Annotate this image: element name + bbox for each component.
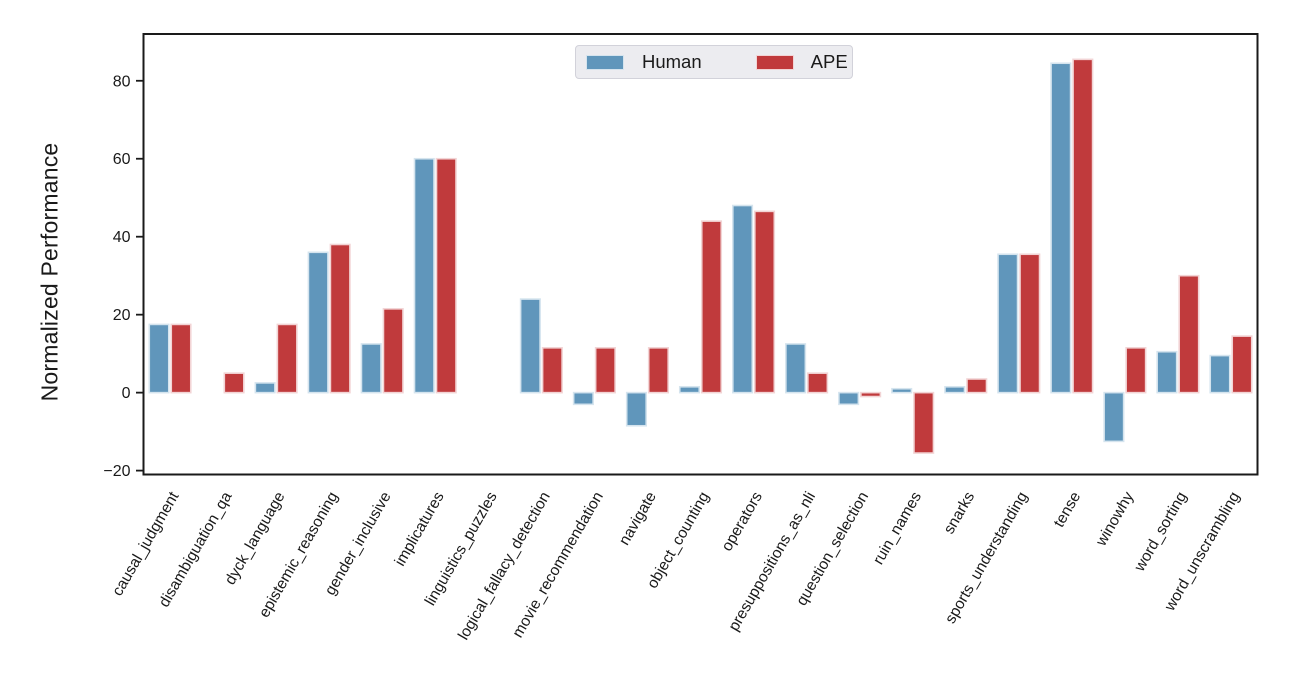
y-tick-label: 60 <box>113 151 131 168</box>
legend-label-human: Human <box>642 51 702 72</box>
bar-ape-logical_fallacy_detection <box>541 347 563 394</box>
x-tick-label-logical_fallacy_detection: logical_fallacy_detection <box>455 489 554 643</box>
bar-ape-tense <box>1072 58 1094 394</box>
bar-human-question_selection <box>838 391 860 406</box>
y-tick-label: −20 <box>103 463 130 480</box>
x-tick-label-navigate: navigate <box>616 489 660 548</box>
bar-human-navigate <box>625 391 648 427</box>
bar-ape-disambiguation_qa <box>223 372 245 394</box>
y-tick-label: 80 <box>113 73 131 90</box>
legend-swatch-ape <box>755 54 794 70</box>
bar-ape-question_selection <box>860 391 882 398</box>
x-tick-label-snarks: snarks <box>941 489 979 537</box>
x-tick-label-movie_recommendation: movie_recommendation <box>509 489 606 641</box>
bar-human-word_unscrambling <box>1209 354 1231 394</box>
bar-ape-object_counting <box>700 220 723 394</box>
legend-swatch-human <box>586 54 624 70</box>
bar-ape-causal_judgment <box>170 323 192 394</box>
bar-ape-epistemic_reasoning <box>329 243 351 394</box>
y-tick-label: 40 <box>113 229 131 246</box>
bar-ape-movie_recommendation <box>594 347 616 394</box>
x-tick-label-implicatures: implicatures <box>392 489 448 569</box>
x-tick-label-ruin_names: ruin_names <box>870 489 925 568</box>
bar-ape-implicatures <box>435 157 457 394</box>
bar-human-dyck_language <box>254 382 276 394</box>
bar-ape-word_unscrambling <box>1231 335 1253 394</box>
series-human <box>148 62 1231 443</box>
x-tick-label-winowhy: winowhy <box>1092 489 1137 550</box>
y-axis-label: Normalized Performance <box>36 142 63 402</box>
bar-human-movie_recommendation <box>572 391 594 406</box>
bar-ape-snarks <box>966 378 988 394</box>
x-tick-label-tense: tense <box>1051 489 1085 530</box>
bar-human-presuppositions_as_nli <box>785 343 807 394</box>
bar-human-object_counting <box>678 385 701 394</box>
legend-label-ape: APE <box>810 51 848 72</box>
x-tick-label-operators: operators <box>719 489 767 554</box>
bar-ape-navigate <box>647 347 670 394</box>
bar-human-gender_inclusive <box>360 343 382 394</box>
bar-ape-dyck_language <box>276 323 298 394</box>
bar-human-tense <box>1050 62 1072 394</box>
bar-ape-sports_understanding <box>1019 253 1041 394</box>
series-ape <box>170 58 1253 454</box>
bar-human-causal_judgment <box>148 323 170 394</box>
bar-human-logical_fallacy_detection <box>519 298 541 394</box>
bar-human-word_sorting <box>1156 350 1178 394</box>
bar-ape-winowhy <box>1125 347 1147 394</box>
bar-human-epistemic_reasoning <box>307 251 329 394</box>
bar-human-snarks <box>944 385 966 394</box>
bar-human-winowhy <box>1103 391 1125 443</box>
bar-ape-ruin_names <box>913 391 935 454</box>
bar-ape-operators <box>753 210 776 394</box>
bar-human-ruin_names <box>891 387 913 394</box>
bar-ape-gender_inclusive <box>382 308 404 394</box>
bar-human-implicatures <box>413 157 435 394</box>
bar-human-operators <box>731 204 754 394</box>
y-tick-label: 20 <box>113 307 131 324</box>
bar-human-sports_understanding <box>997 253 1019 394</box>
bar-ape-word_sorting <box>1178 274 1200 394</box>
y-tick-label: 0 <box>122 385 131 402</box>
x-tick-label-word_sorting: word_sorting <box>1131 489 1191 575</box>
legend: Human APE <box>575 45 853 79</box>
bar-ape-presuppositions_as_nli <box>807 372 829 394</box>
plot-border <box>142 33 1259 476</box>
